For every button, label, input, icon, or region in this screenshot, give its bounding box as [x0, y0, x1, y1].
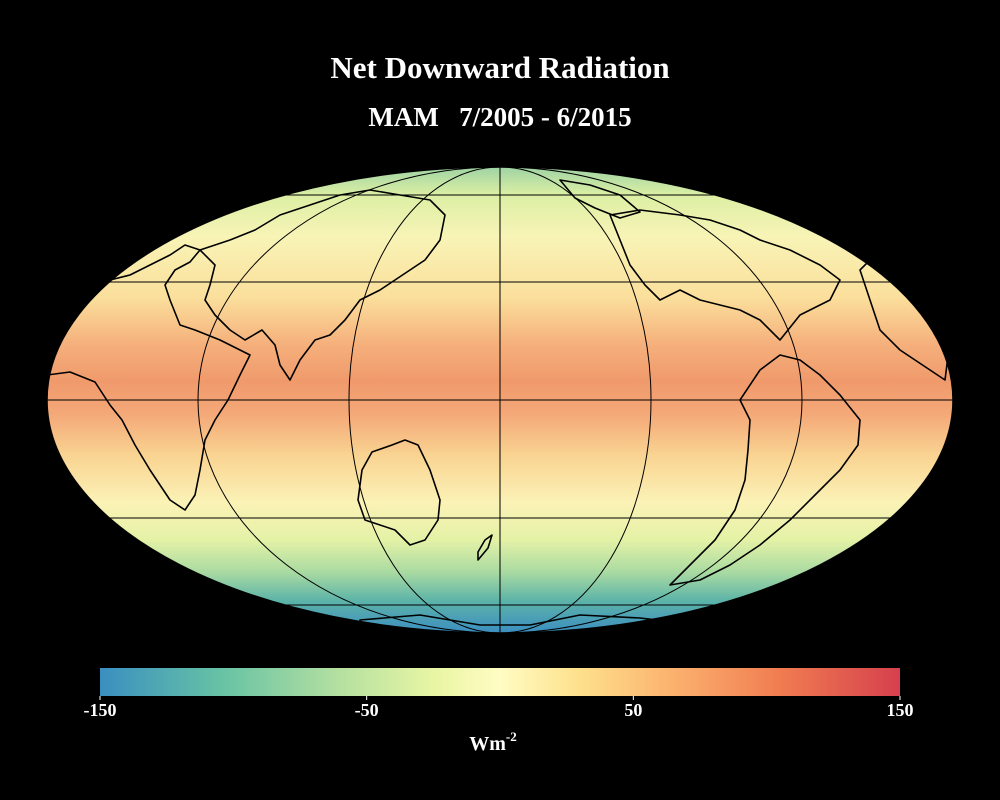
globe-outline: [46, 166, 954, 634]
colorbar-unit: Wm-2: [469, 729, 517, 755]
colorbar-tick-label: -150: [84, 700, 117, 720]
unit-exponent: -2: [506, 729, 517, 744]
colorbar-tick-label: 50: [624, 700, 642, 720]
map-subtitle: MAM 7/2005 - 6/2015: [368, 102, 631, 132]
colorbar-tick-label: -50: [355, 700, 379, 720]
colorbar-scale: [100, 668, 900, 696]
meridian: [197, 167, 803, 633]
map-title: Net Downward Radiation: [330, 50, 669, 85]
meridian: [348, 167, 652, 633]
coastlines: [47, 179, 951, 633]
unit-base: Wm: [469, 733, 506, 755]
colorbar: -150 -50 50 150: [84, 668, 914, 720]
map: [46, 166, 954, 634]
colorbar-tick-label: 150: [887, 700, 914, 720]
